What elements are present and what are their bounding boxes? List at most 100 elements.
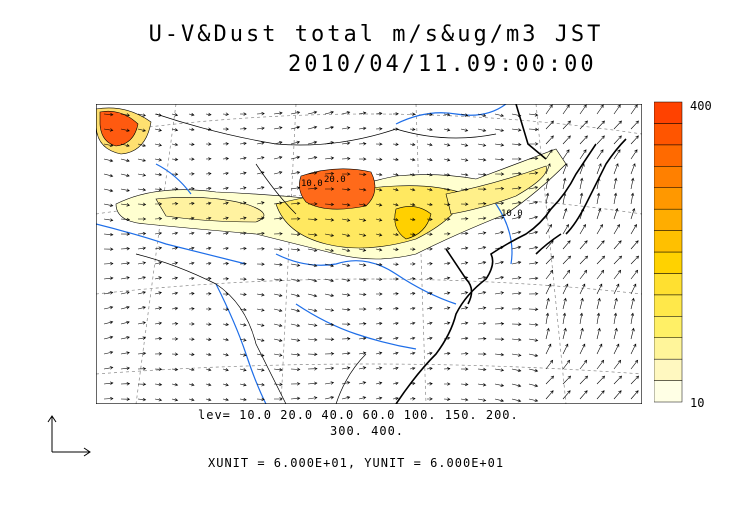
wind-arrow [290, 323, 301, 328]
wind-arrow [528, 261, 539, 265]
dust-contours [96, 107, 567, 260]
wind-arrow [222, 322, 230, 327]
wind-arrow [426, 187, 433, 192]
wind-arrow [596, 255, 606, 265]
wind-arrow [290, 353, 301, 357]
wind-arrow [307, 367, 318, 371]
wind-arrow [630, 223, 637, 235]
wind-arrow [528, 156, 539, 161]
wind-arrow [426, 157, 433, 162]
wind-arrow [290, 396, 301, 401]
colorbar-swatch [654, 123, 683, 146]
wind-arrow [409, 142, 416, 147]
wind-arrow [188, 127, 195, 132]
wind-arrow [188, 142, 195, 146]
wind-arrow [596, 149, 604, 160]
wind-arrow [460, 143, 469, 147]
wind-arrow [171, 187, 179, 191]
wind-arrow [596, 297, 601, 310]
wind-arrow [443, 158, 451, 162]
wind-arrow [613, 240, 622, 250]
wind-arrow [494, 230, 505, 235]
wind-arrow [494, 216, 505, 220]
wind-arrow [409, 277, 416, 281]
wind-arrow [307, 171, 318, 175]
wind-arrow [409, 381, 416, 386]
wind-arrow [120, 158, 130, 163]
colorbar-swatch [654, 208, 683, 231]
wind-arrow [239, 307, 247, 312]
wind-arrow [443, 261, 451, 266]
wind-arrow [205, 142, 212, 146]
wind-arrow [579, 283, 586, 295]
wind-arrow [205, 367, 212, 372]
wind-arrow [341, 263, 351, 267]
wind-arrow [460, 306, 469, 310]
wind-arrow [375, 203, 383, 207]
wind-arrow [596, 135, 605, 145]
wind-arrow [205, 231, 212, 236]
wind-arrow [562, 240, 571, 250]
wind-arrow [188, 172, 195, 176]
wind-arrow [579, 390, 588, 400]
wind-arrow [613, 104, 621, 115]
wind-arrow [307, 140, 318, 145]
wind-arrow [188, 337, 195, 341]
wind-arrow [188, 291, 195, 296]
wind-arrow [494, 113, 505, 118]
wind-arrow [205, 201, 212, 206]
wind-arrow [392, 187, 399, 192]
wind-arrow [239, 277, 247, 281]
wind-arrow [562, 104, 570, 115]
wind-arrow [511, 171, 522, 176]
map-title-line1: U-V&Dust total m/s&ug/m3 JST [148, 22, 604, 47]
wind-arrow [596, 163, 602, 175]
wind-arrow [103, 218, 114, 222]
wind-arrow [103, 203, 114, 207]
wind-arrow [443, 291, 451, 295]
wind-arrow [154, 352, 163, 356]
wind-arrow [137, 291, 147, 295]
wind-arrow [341, 351, 351, 356]
wind-arrow [324, 263, 335, 268]
wind-arrow [511, 230, 522, 235]
wind-arrow [528, 383, 539, 388]
wind-arrow [222, 261, 230, 266]
wind-arrow [171, 202, 179, 206]
wind-arrow [511, 307, 522, 311]
colorbar-swatch [654, 187, 683, 210]
wind-arrow [375, 248, 383, 252]
wind-arrow [205, 216, 212, 221]
wind-arrow [171, 246, 179, 250]
wind-arrow [579, 359, 588, 370]
wind-arrow [171, 337, 179, 341]
wind-arrow [613, 390, 622, 400]
wind-arrow [103, 350, 114, 355]
wind-arrow [596, 375, 606, 385]
wind-arrow [426, 232, 433, 236]
wind-arrow [562, 359, 571, 370]
wind-arrow [256, 323, 265, 327]
wind-arrow [477, 158, 487, 162]
wind-arrow [443, 217, 451, 221]
wind-arrow [460, 158, 469, 162]
wind-arrow [324, 171, 335, 176]
wind-arrow [630, 163, 636, 175]
wind-arrow [171, 306, 179, 311]
wind-arrow [596, 327, 601, 340]
wind-arrow [273, 171, 283, 175]
wind-arrow [596, 312, 601, 325]
wind-arrow [528, 246, 539, 250]
wind-arrow [545, 283, 552, 295]
wind-arrow [239, 383, 247, 387]
colorbar-swatch [654, 316, 683, 338]
wind-arrow [154, 367, 163, 371]
wind-arrow [188, 307, 195, 311]
wind-arrow [222, 383, 229, 387]
wind-arrow [171, 367, 179, 372]
wind-arrow [120, 397, 131, 401]
wind-arrow [528, 215, 539, 220]
wind-arrow [443, 276, 451, 280]
wind-arrow [222, 246, 229, 251]
wind-arrow [341, 396, 351, 400]
